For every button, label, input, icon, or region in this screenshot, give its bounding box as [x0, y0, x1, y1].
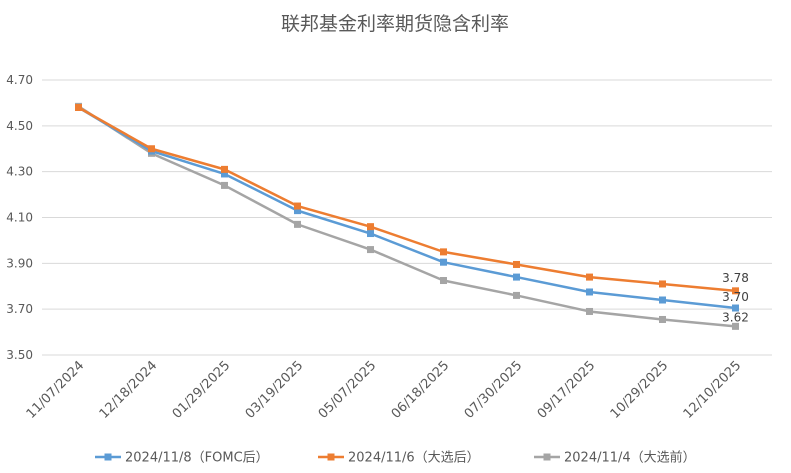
data-point: [732, 304, 739, 312]
data-point: [513, 260, 520, 268]
data-point: [367, 230, 374, 238]
data-point: [148, 145, 155, 153]
legend-swatch-marker: [104, 453, 112, 461]
x-tick-label: 03/19/2025: [243, 358, 307, 422]
data-point: [367, 223, 374, 231]
x-tick-label: 06/18/2025: [389, 358, 453, 422]
data-point: [659, 280, 666, 288]
y-tick-label: 3.70: [6, 302, 33, 316]
data-point: [732, 322, 739, 330]
data-point: [440, 258, 447, 266]
data-point: [75, 104, 82, 111]
data-point: [659, 315, 666, 323]
legend: 2024/11/8（FOMC后） 2024/11/6（大选后） 2024/11/4（…: [95, 450, 696, 466]
data-point: [586, 288, 593, 296]
series-line: [77, 106, 736, 310]
x-tick-label: 05/07/2025: [316, 358, 380, 422]
series-line: [77, 106, 736, 293]
data-point: [586, 307, 593, 315]
data-labels: 3.70 3.78 3.62: [722, 271, 749, 325]
x-tick-label: 07/30/2025: [462, 358, 526, 422]
x-tick-label: 01/29/2025: [170, 358, 234, 422]
series-lines: [75, 102, 739, 330]
data-point: [294, 202, 301, 210]
x-tick-label: 09/17/2025: [535, 358, 599, 422]
legend-swatch-marker: [543, 453, 551, 461]
data-point: [294, 220, 301, 228]
data-point: [367, 246, 374, 254]
legend-label: 2024/11/8（FOMC后）: [125, 451, 269, 466]
y-tick-label: 4.70: [6, 73, 33, 87]
data-point: [732, 287, 739, 295]
y-axis-ticks: 3.50 3.70 3.90 4.10 4.30 4.50 4.70: [6, 73, 33, 362]
x-tick-label: 11/07/2024: [24, 358, 88, 422]
data-point: [221, 170, 228, 178]
x-tick-label: 12/18/2024: [97, 358, 161, 422]
data-label: 3.78: [722, 271, 749, 285]
x-tick-label: 10/29/2025: [608, 358, 672, 422]
series-line: [77, 105, 736, 328]
data-point: [294, 207, 301, 215]
y-tick-label: 4.10: [6, 211, 33, 225]
gridlines: [42, 79, 772, 356]
data-point: [440, 277, 447, 285]
y-tick-label: 3.50: [6, 348, 33, 362]
legend-label: 2024/11/6（大选后）: [348, 451, 480, 466]
legend-label: 2024/11/4（大选前）: [564, 450, 696, 466]
y-tick-label: 4.30: [6, 165, 33, 179]
data-label: 3.62: [722, 310, 749, 324]
x-axis-ticks: 11/07/2024 12/18/2024 01/29/2025 03/19/2025…: [24, 358, 745, 422]
data-label: 3.70: [722, 290, 749, 304]
data-point: [440, 248, 447, 256]
legend-swatch-marker: [327, 453, 335, 461]
y-tick-label: 4.50: [6, 119, 33, 133]
data-point: [513, 291, 520, 299]
data-point: [221, 165, 228, 173]
data-point: [221, 181, 228, 189]
data-point: [659, 296, 666, 304]
data-point: [513, 273, 520, 281]
data-point: [586, 273, 593, 281]
x-tick-label: 12/10/2025: [681, 358, 745, 422]
chart-title: 联邦基金利率期货隐含利率: [281, 13, 509, 35]
y-tick-label: 3.90: [6, 256, 33, 270]
